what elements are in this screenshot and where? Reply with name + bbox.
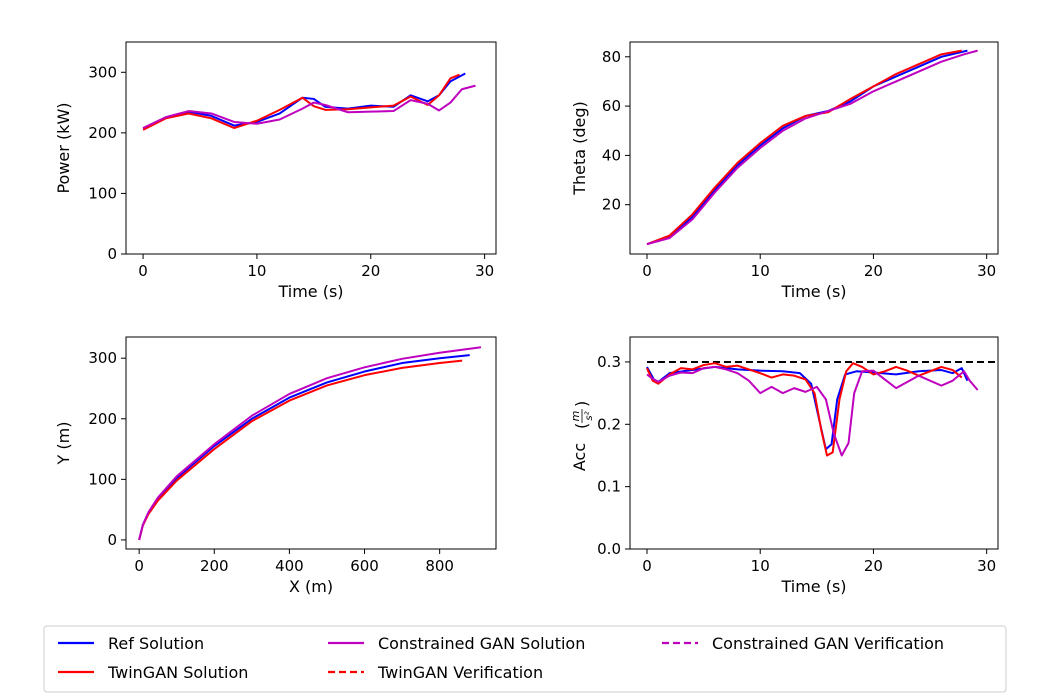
chart-panel-2: 0 10 20 30 20 40 60 80 Time (s) Theta (deg) (570, 41, 999, 301)
y-axis-label-text: Power (kW) (54, 102, 73, 193)
y-axis-label-paren-open: ( (572, 423, 591, 429)
axes-frame (629, 336, 999, 550)
y-tick-label: 0.2 (597, 415, 621, 433)
x-tick-label: 30 (977, 262, 996, 280)
y-tick-label: 60 (602, 97, 621, 115)
axes-frame (629, 41, 999, 255)
axes-frame (125, 41, 497, 255)
y-tick-label: 80 (602, 48, 621, 66)
series-line-3-2 (138, 359, 463, 541)
legend-label: Constrained GAN Solution (378, 634, 585, 653)
series-line-2-2 (646, 49, 962, 246)
x-tick-label: 20 (864, 262, 883, 280)
y-tick-label: 0.3 (597, 353, 621, 371)
x-tick-label: 30 (977, 557, 996, 575)
series-line-4-3 (646, 362, 963, 457)
y-tick-label: 200 (88, 124, 117, 142)
y-axis-label: Theta (deg) (570, 101, 589, 196)
y-axis-label-text: Theta (deg) (570, 101, 589, 196)
legend-frame (43, 625, 1007, 693)
y-tick-label: 100 (88, 184, 117, 202)
x-axis-label: X (m) (289, 577, 333, 596)
y-tick-label: 300 (88, 63, 117, 81)
y-tick-label: 0.0 (597, 540, 621, 558)
x-tick-label: 30 (475, 262, 494, 280)
x-tick-label: 10 (247, 262, 266, 280)
y-axis-label-numerator: m (569, 411, 582, 422)
y-axis-label-text: Y (m) (54, 422, 73, 466)
x-tick-label: 10 (751, 557, 770, 575)
x-tick-label: 0 (642, 262, 652, 280)
y-tick-label: 0.1 (597, 478, 621, 496)
y-tick-label: 200 (88, 410, 117, 428)
y-axis-label: Y (m) (54, 422, 73, 466)
series-line-1-2 (142, 73, 460, 131)
legend-label: TwinGAN Verification (377, 663, 543, 682)
y-axis-label: Power (kW) (54, 102, 73, 193)
y-axis-label-paren-close: ) (572, 401, 591, 407)
legend-label: TwinGAN Solution (107, 663, 248, 682)
y-axis-label-denominator: s² (584, 411, 595, 420)
chart-panel-4: 0 10 20 30 0.0 0.1 0.2 0.3 Time (s) Acc (m s²) (569, 336, 999, 596)
y-tick-label: 100 (88, 470, 117, 488)
x-tick-label: 0 (642, 557, 652, 575)
x-tick-label: 20 (361, 262, 380, 280)
legend-label: Constrained GAN Verification (712, 634, 944, 653)
x-tick-label: 20 (864, 557, 883, 575)
chart-panel-3: 0 200 400 600 800 0 100 200 300 X (m) Y (m) (54, 336, 497, 596)
x-tick-label: 0 (134, 557, 144, 575)
legend: Ref Solution Constrained GAN Solution Cons… (43, 625, 1007, 693)
series-line-3-3 (138, 346, 482, 541)
legend-label: Ref Solution (108, 634, 204, 653)
y-tick-label: 40 (602, 146, 621, 164)
y-axis-label: Acc (m s²) (569, 401, 595, 471)
series-line-2-3 (646, 49, 978, 246)
x-tick-label: 10 (751, 262, 770, 280)
y-tick-label: 0 (107, 531, 117, 549)
x-tick-label: 200 (200, 557, 229, 575)
x-axis-label: Time (s) (277, 282, 343, 301)
series-line-1-3 (142, 84, 476, 129)
x-axis-label: Time (s) (780, 282, 846, 301)
y-tick-label: 300 (88, 349, 117, 367)
x-tick-label: 400 (275, 557, 304, 575)
series-line-4-2 (646, 365, 969, 451)
y-tick-label: 20 (602, 196, 621, 214)
series-line-3-1 (138, 354, 470, 541)
x-tick-label: 0 (138, 262, 148, 280)
y-axis-label-text: Acc (570, 443, 589, 471)
x-axis-label: Time (s) (780, 577, 846, 596)
x-tick-label: 800 (425, 557, 454, 575)
axes-frame (125, 336, 497, 550)
series-line-4-4 (646, 365, 979, 457)
y-tick-label: 0 (107, 245, 117, 263)
x-tick-label: 600 (350, 557, 379, 575)
